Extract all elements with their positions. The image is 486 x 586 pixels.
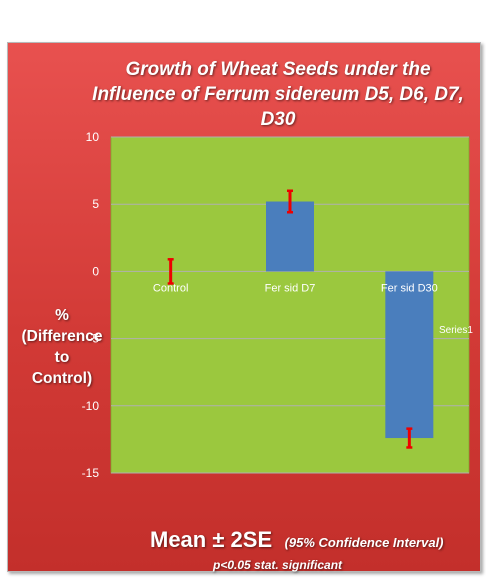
plot-svg: 10 5 0 -5 -10 -15 Control Fer sid D7 Fer sid D30…	[82, 130, 474, 480]
chart-title-line-3: D30	[260, 109, 296, 130]
footer-significance: p<0.05 stat. significant	[213, 558, 343, 572]
series-label: Series1	[439, 325, 473, 336]
footer-note-label: (95% Confidence Interval)	[284, 535, 444, 550]
y-axis-label-line-3: to	[54, 349, 70, 366]
footer-stat: Mean ± 2SE (95% Confidence Interval)	[150, 527, 444, 553]
x-category-label: Fer sid D30	[381, 282, 438, 294]
footer-main-label: Mean ± 2SE	[150, 527, 273, 552]
y-tick-label: 10	[86, 130, 100, 144]
chart-title: Growth of Wheat Seeds under the	[125, 59, 431, 80]
y-tick-label: -5	[88, 332, 99, 346]
y-axis-label-line-2: (Difference	[21, 328, 103, 345]
y-axis-label: % (Difference to Control)	[18, 305, 106, 389]
y-tick-label: -10	[82, 399, 100, 413]
x-category-label: Fer sid D7	[265, 282, 316, 294]
chart-title-line-2: Influence of Ferrum sidereum D5, D6, D7,	[92, 84, 464, 105]
y-tick-label: 0	[92, 264, 99, 278]
y-tick-label: -15	[82, 466, 100, 480]
y-axis-label-line-1: %	[55, 307, 69, 324]
y-tick-label: 5	[92, 197, 99, 211]
chart-frame: Growth of Wheat Seeds under the Influenc…	[7, 42, 481, 572]
bar-2	[385, 271, 434, 439]
y-axis-label-line-4: Control)	[31, 370, 93, 387]
x-category-label: Control	[153, 282, 188, 294]
